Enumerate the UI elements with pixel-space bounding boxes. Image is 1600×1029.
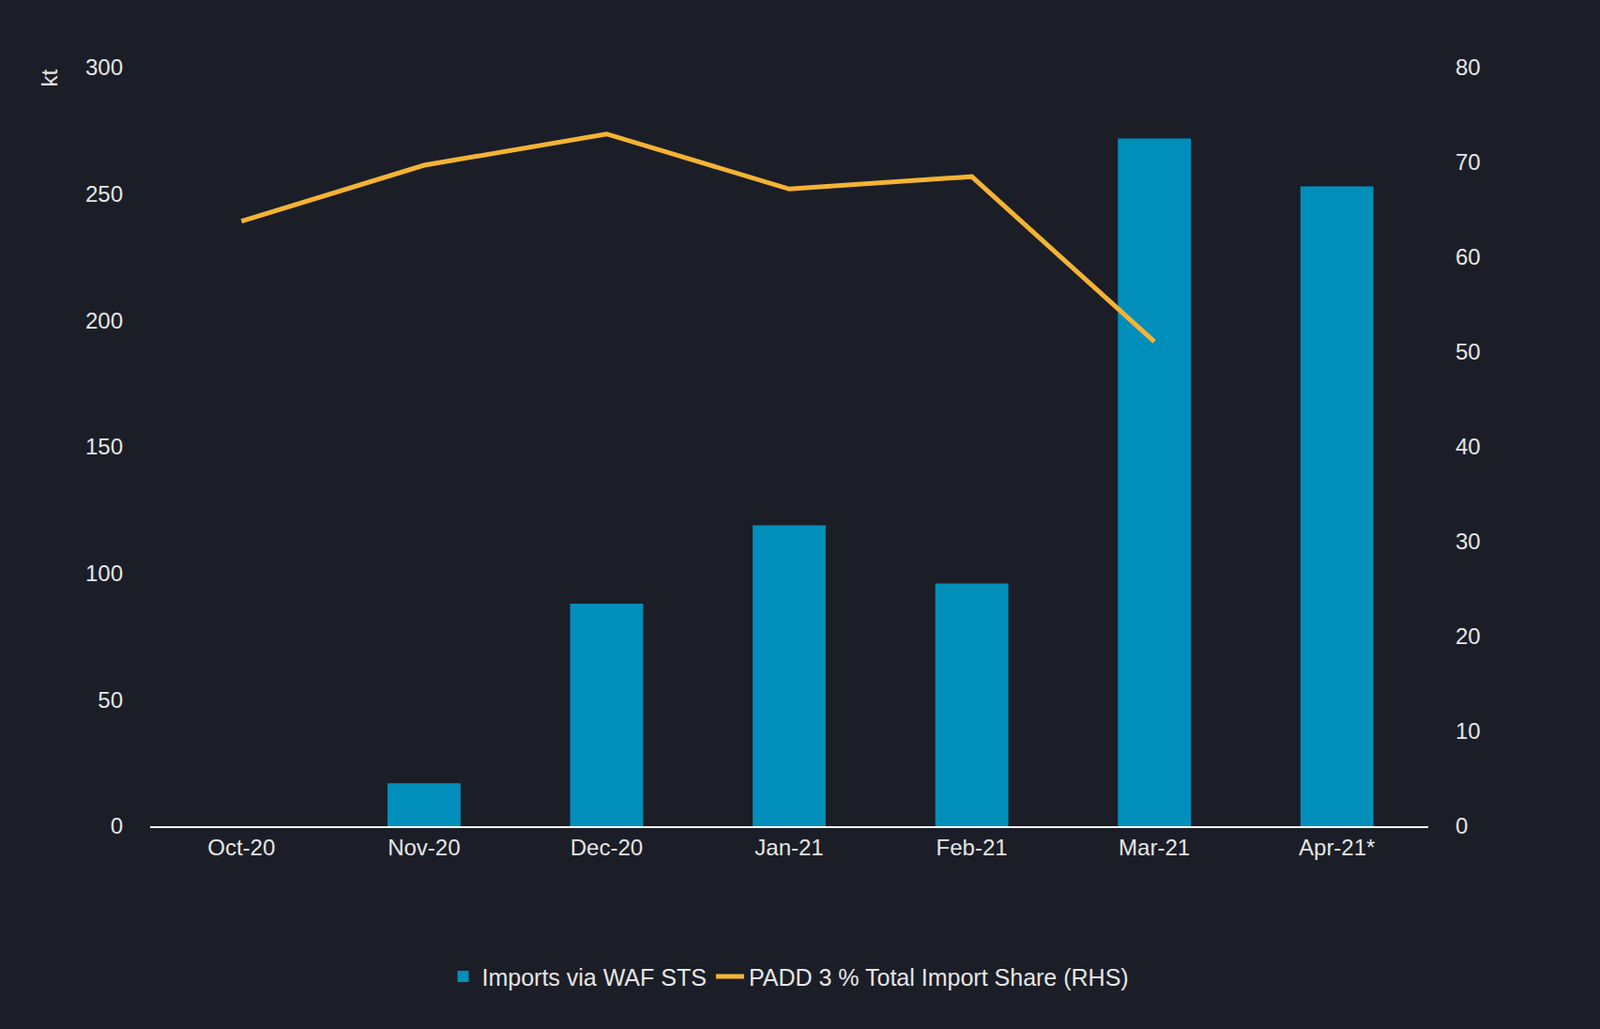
svg-text:80: 80 bbox=[1455, 54, 1481, 80]
svg-text:100: 100 bbox=[85, 560, 123, 586]
svg-text:150: 150 bbox=[85, 433, 123, 459]
svg-text:0: 0 bbox=[1455, 812, 1468, 839]
svg-text:Oct-20: Oct-20 bbox=[207, 834, 275, 860]
svg-text:250: 250 bbox=[85, 181, 123, 207]
svg-text:70: 70 bbox=[1455, 149, 1481, 175]
svg-text:300: 300 bbox=[85, 54, 123, 80]
svg-text:Feb-21: Feb-21 bbox=[936, 834, 1008, 860]
svg-text:30: 30 bbox=[1455, 528, 1481, 554]
svg-text:40: 40 bbox=[1455, 433, 1481, 459]
svg-text:200: 200 bbox=[85, 307, 123, 334]
svg-text:kt: kt bbox=[36, 69, 62, 88]
svg-text:60: 60 bbox=[1455, 243, 1481, 270]
svg-text:20: 20 bbox=[1455, 623, 1481, 649]
svg-text:50: 50 bbox=[97, 686, 123, 713]
svg-text:Dec-20: Dec-20 bbox=[570, 834, 643, 860]
svg-text:10: 10 bbox=[1455, 717, 1481, 744]
svg-text:50: 50 bbox=[1455, 338, 1481, 365]
svg-text:0: 0 bbox=[110, 812, 123, 839]
svg-text:Apr-21*: Apr-21* bbox=[1298, 834, 1375, 860]
svg-text:Jan-21: Jan-21 bbox=[754, 834, 823, 860]
svg-text:PADD 3 % Total Import Share (R: PADD 3 % Total Import Share (RHS) bbox=[748, 963, 1129, 991]
svg-text:Imports via WAF STS: Imports via WAF STS bbox=[482, 963, 707, 991]
svg-text:Nov-20: Nov-20 bbox=[387, 834, 460, 860]
svg-text:Mar-21: Mar-21 bbox=[1118, 834, 1190, 860]
